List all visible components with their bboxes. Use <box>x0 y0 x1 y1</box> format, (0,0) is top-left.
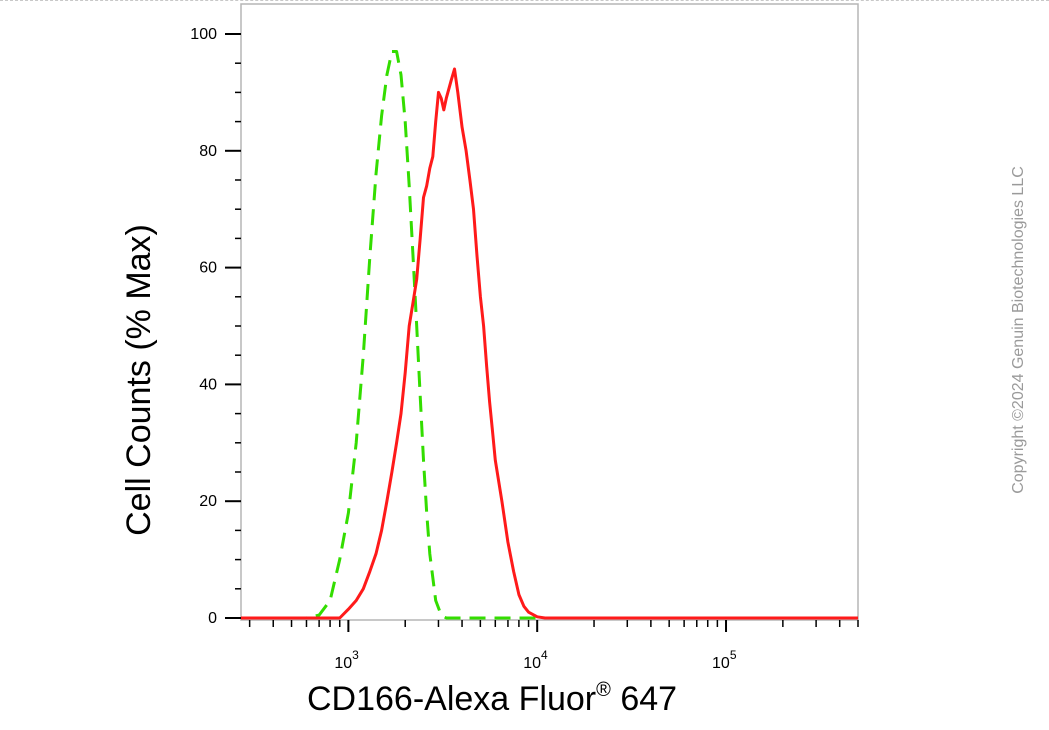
y-tick-label: 60 <box>199 260 217 277</box>
series-line-2 <box>241 67 858 620</box>
x-tick-label-base: 10 <box>523 655 541 672</box>
series-layer <box>241 50 858 620</box>
y-tick-label: 0 <box>208 610 217 627</box>
copyright-watermark: Copyright ©2024 Genuin Biotechnologies L… <box>1010 166 1027 494</box>
x-tick-label-base: 10 <box>334 655 352 672</box>
x-axis-label: CD166-Alexa Fluor® 647 <box>307 679 677 718</box>
x-tick-label-exp: 3 <box>352 648 359 662</box>
x-axis-label-sup: ® <box>596 679 611 701</box>
y-tick-label: 20 <box>199 493 217 510</box>
x-tick-label-base: 10 <box>712 655 730 672</box>
y-tick-label: 40 <box>199 376 217 393</box>
x-axis-label-suffix: 647 <box>611 680 677 718</box>
plot-frame <box>240 3 859 621</box>
series-line-1 <box>241 50 858 620</box>
x-tick-label-exp: 5 <box>730 648 737 662</box>
x-tick-label: 104 <box>523 648 548 672</box>
y-axis-label: Cell Counts (% Max) <box>120 224 158 536</box>
top-border <box>0 0 1049 1</box>
x-tick-label-exp: 4 <box>541 648 548 662</box>
x-tick-label: 105 <box>712 648 737 672</box>
x-axis-label-main: CD166-Alexa Fluor <box>307 680 596 718</box>
y-tick-label: 100 <box>190 26 217 43</box>
x-tick-label: 103 <box>334 648 359 672</box>
y-tick-label: 80 <box>199 143 217 160</box>
